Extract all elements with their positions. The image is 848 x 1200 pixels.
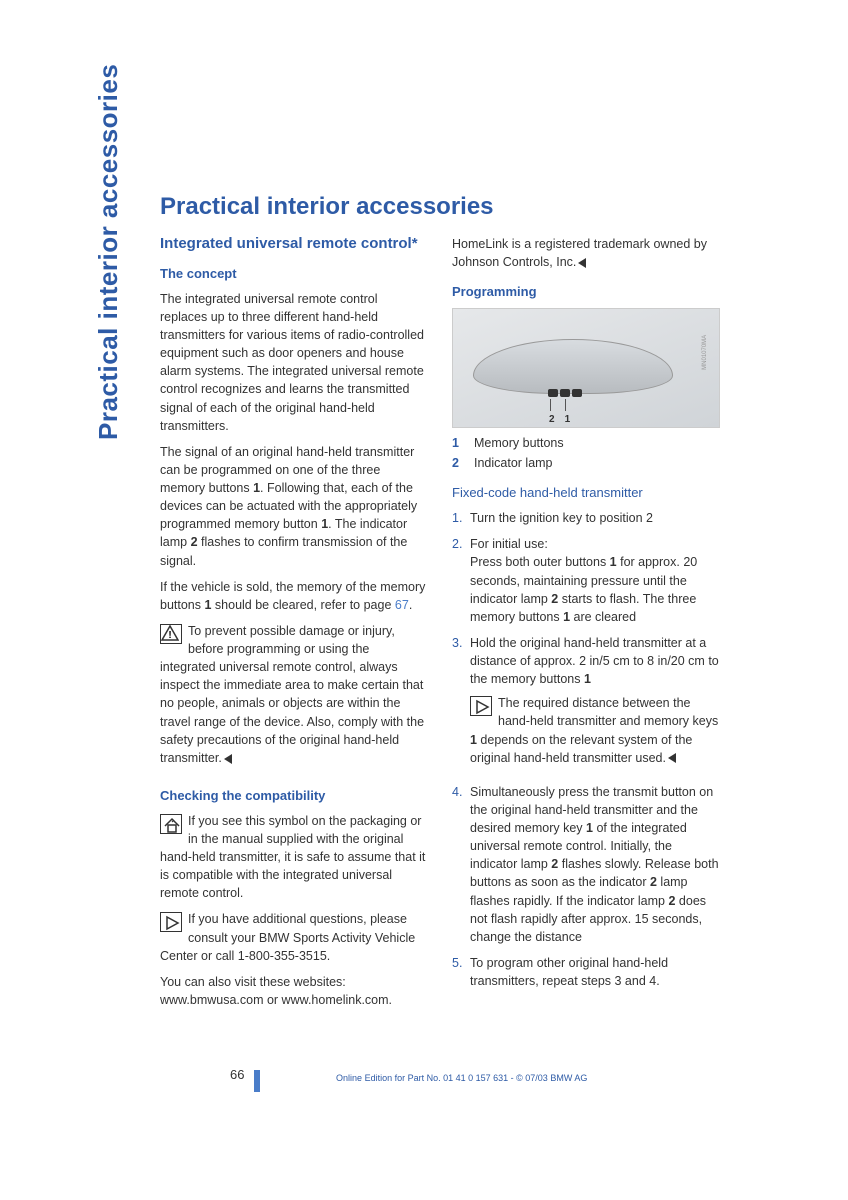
end-marker-icon: [578, 258, 586, 268]
page-ref-link[interactable]: 67: [395, 598, 409, 612]
warning-paragraph: ! To prevent possible damage or injury, …: [160, 622, 428, 767]
mirror-illustration: 21 MN01070MA: [452, 308, 720, 428]
step-note: The required distance between the hand-h…: [470, 694, 720, 767]
concept-p2: The signal of an original hand-held tran…: [160, 443, 428, 570]
house-icon: [160, 814, 182, 834]
legend-row: 1 Memory buttons: [452, 434, 720, 452]
step-item: For initial use: Press both outer button…: [452, 535, 720, 626]
legend-row: 2 Indicator lamp: [452, 454, 720, 472]
page-number: 66: [230, 1066, 244, 1085]
fixed-code-heading: Fixed-code hand-held transmitter: [452, 484, 720, 503]
play-icon: [470, 696, 492, 716]
end-marker-icon: [224, 754, 232, 764]
column-left: Integrated universal remote control* The…: [160, 235, 428, 1017]
section-heading: Integrated universal remote control*: [160, 235, 428, 253]
page-number-bar: [254, 1070, 260, 1092]
step-item: To program other original hand-held tran…: [452, 954, 720, 990]
compat-links: You can also visit these websites: www.b…: [160, 973, 428, 1009]
column-right: HomeLink is a registered trademark owned…: [452, 235, 720, 1017]
compat-play-paragraph: If you have additional questions, please…: [160, 910, 428, 964]
play-icon: [160, 912, 182, 932]
concept-p1: The integrated universal remote control …: [160, 290, 428, 435]
programming-heading: Programming: [452, 283, 720, 302]
step-item: Simultaneously press the transmit button…: [452, 783, 720, 946]
footer-copyright: Online Edition for Part No. 01 41 0 157 …: [336, 1072, 587, 1085]
content-area: Integrated universal remote control* The…: [160, 235, 720, 1017]
concept-p3: If the vehicle is sold, the memory of th…: [160, 578, 428, 614]
step-item: Hold the original hand-held transmitter …: [452, 634, 720, 775]
trademark-note: HomeLink is a registered trademark owned…: [452, 235, 720, 271]
warning-icon: !: [160, 624, 182, 644]
end-marker-icon: [668, 753, 676, 763]
step-item: Turn the ignition key to position 2: [452, 509, 720, 527]
steps-list: Turn the ignition key to position 2 For …: [452, 509, 720, 990]
page-title: Practical interior accessories: [160, 190, 494, 225]
svg-text:!: !: [168, 630, 171, 641]
legend: 1 Memory buttons 2 Indicator lamp: [452, 434, 720, 472]
compat-heading: Checking the compatibility: [160, 787, 428, 806]
concept-heading: The concept: [160, 265, 428, 284]
compat-house-paragraph: If you see this symbol on the packaging …: [160, 812, 428, 903]
side-section-title: Practical interior accessories: [90, 64, 128, 440]
